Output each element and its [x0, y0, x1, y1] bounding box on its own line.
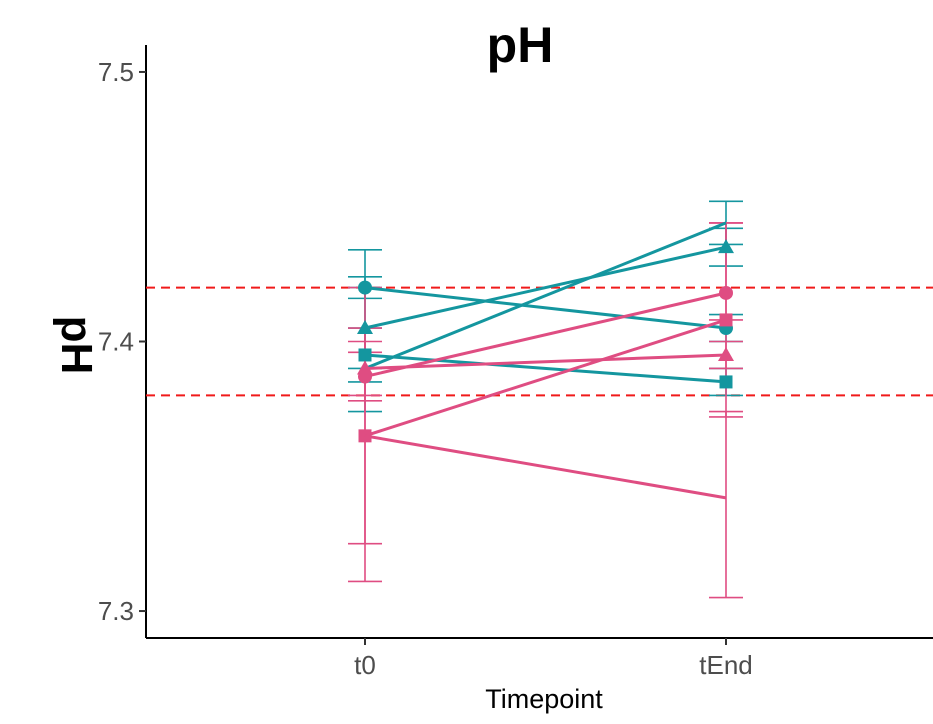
data-point	[357, 320, 373, 335]
series-line	[364, 245, 727, 330]
series-line	[364, 353, 727, 370]
chart-title: pH	[487, 17, 554, 73]
series-line	[364, 318, 727, 438]
data-point	[719, 285, 733, 300]
x-tick-label: t0	[354, 650, 376, 680]
series-line	[364, 291, 727, 379]
series-line	[364, 221, 727, 370]
data-point	[718, 239, 734, 254]
data-point	[719, 375, 733, 389]
x-axis-label: Timepoint	[485, 684, 603, 714]
y-tick-label: 7.5	[98, 57, 134, 87]
plot-area: 7.3 7.4 7.5 t0 tEnd	[98, 45, 933, 680]
data-point	[358, 348, 372, 362]
series-line	[364, 434, 727, 500]
y-axis-label: pH	[52, 316, 101, 375]
data-point	[358, 280, 372, 295]
y-tick-label: 7.4	[98, 327, 134, 357]
data-point	[357, 360, 373, 375]
data-point	[719, 313, 733, 327]
series-line	[364, 286, 727, 330]
data-point	[718, 346, 734, 361]
series-line	[364, 353, 727, 384]
x-tick-label: tEnd	[699, 650, 753, 680]
y-tick-label: 7.3	[98, 596, 134, 626]
